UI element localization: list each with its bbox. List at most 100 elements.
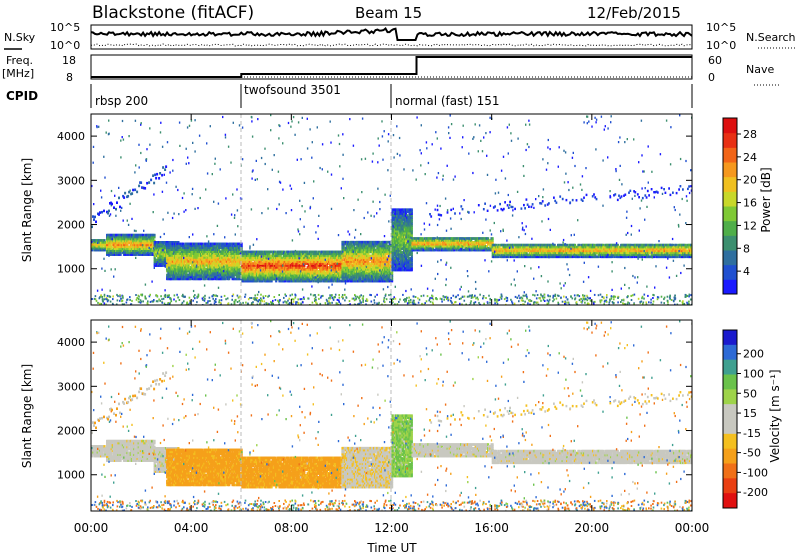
power-cell (329, 250, 332, 254)
power-cell (125, 235, 128, 239)
power-cell (159, 242, 162, 246)
power-cell (107, 243, 110, 247)
power-cell (119, 251, 122, 254)
power-cell (324, 272, 327, 275)
power-cell (295, 256, 298, 260)
power-cell (406, 266, 409, 270)
power-cell (257, 258, 260, 261)
power-cell (110, 235, 113, 239)
power-cell (416, 245, 419, 248)
power-cell (193, 271, 196, 275)
power-cell (376, 266, 379, 269)
power-cell (277, 258, 280, 261)
power-cell (227, 256, 230, 259)
power-cell (136, 247, 139, 250)
power-cell (193, 244, 196, 248)
power-cell (208, 252, 212, 255)
power-cell (122, 247, 126, 250)
sky-tick-bottom: 10^0 (50, 39, 80, 52)
power-cell (148, 235, 151, 239)
power-cell (332, 260, 335, 263)
power-cell (244, 268, 247, 271)
power-cell (273, 277, 277, 281)
power-cell (365, 244, 368, 248)
power-cell (303, 270, 306, 273)
power-cell (199, 273, 203, 277)
power-cell (410, 220, 413, 223)
power-cell (282, 258, 286, 261)
power-cell (273, 252, 277, 256)
power-cell (126, 243, 129, 247)
power-cell (376, 279, 379, 283)
power-cell (401, 222, 404, 225)
power-cell (332, 264, 335, 267)
power-cell (312, 256, 315, 260)
power-cell (401, 212, 404, 215)
power-cell (208, 269, 212, 273)
power-cell (359, 244, 362, 248)
power-cell (215, 252, 218, 255)
power-cell (257, 252, 260, 256)
power-cell (345, 266, 349, 269)
power-cell (111, 251, 114, 254)
power-cell (312, 272, 315, 275)
power-cell (428, 246, 431, 250)
power-cell (249, 256, 252, 260)
frequency-panel-frame (90, 54, 693, 80)
power-cell (154, 252, 157, 256)
power-cell (376, 248, 379, 252)
power-cell (212, 262, 215, 265)
power-cell (148, 237, 151, 241)
power-cell (150, 247, 153, 250)
power-cell (282, 266, 286, 269)
power-cell (236, 269, 239, 273)
power-cell (144, 239, 147, 243)
power-cell (436, 241, 439, 244)
power-cell (453, 248, 456, 252)
power-cell (154, 262, 157, 265)
power-cell (120, 243, 123, 247)
power-cell (211, 264, 214, 267)
power-cell (184, 265, 187, 269)
power-cell (365, 279, 368, 283)
power-cell (170, 258, 173, 261)
power-cell (238, 246, 241, 250)
power-cell (184, 250, 187, 253)
power-cell (273, 256, 277, 260)
power-cell (108, 241, 111, 245)
power-cell (204, 242, 207, 246)
power-cell (220, 244, 223, 248)
power-cell (192, 258, 195, 261)
power-cell (91, 248, 94, 252)
power-cell (324, 252, 327, 256)
power-cell (350, 266, 353, 269)
power-cell (332, 277, 335, 281)
power-cell (253, 270, 256, 273)
power-cell (253, 264, 256, 267)
power-cell (320, 252, 323, 256)
power-cell (420, 237, 423, 240)
power-cell (195, 258, 198, 261)
power-cell (359, 272, 362, 275)
power-cell (212, 269, 215, 273)
power-cell (152, 233, 155, 237)
power-cell (383, 274, 386, 277)
power-cell (332, 270, 335, 273)
power-cell (249, 272, 252, 275)
power-cell (134, 237, 137, 241)
power-cell (189, 275, 192, 279)
power-cell (249, 279, 252, 283)
power-cell (199, 246, 203, 250)
power-cell (464, 245, 467, 248)
power-cell (388, 275, 391, 279)
power-cell (115, 235, 118, 239)
power-cell (216, 267, 219, 271)
power-cell (233, 244, 236, 248)
power-cell (401, 231, 404, 235)
power-cell (411, 237, 414, 240)
power-cell (371, 270, 374, 273)
power-cell (107, 241, 110, 245)
power-cell (221, 242, 224, 246)
power-cell (184, 244, 187, 248)
power-cell (354, 274, 358, 277)
